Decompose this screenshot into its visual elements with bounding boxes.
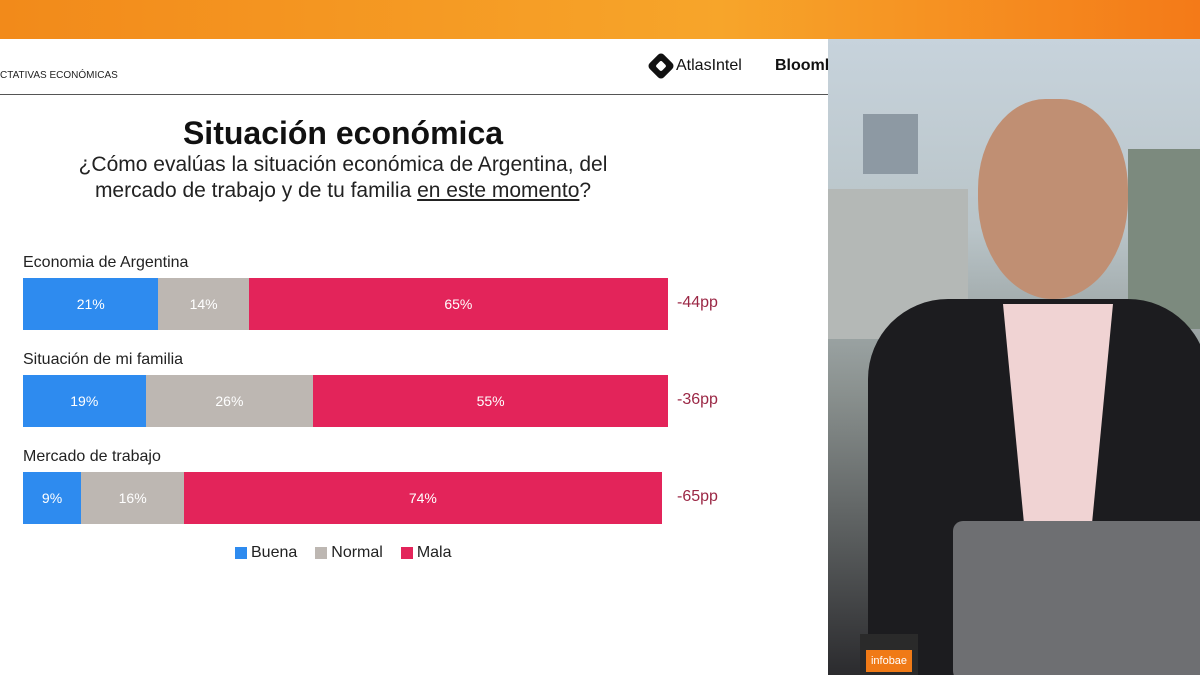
net-label: -65pp <box>677 488 718 505</box>
bar-segment-normal: 26% <box>145 375 314 427</box>
net-label: -44pp <box>677 294 718 311</box>
chart-subtitle: ¿Cómo evalúas la situación económica de … <box>78 153 608 202</box>
slide: CTATIVAS ECONÓMICAS AtlasIntel Bloomberg… <box>0 39 828 675</box>
legend-item: Mala <box>400 544 452 562</box>
stacked-bar: 19% 26% 55% <box>23 375 668 427</box>
section-label: CTATIVAS ECONÓMICAS <box>0 70 118 81</box>
bar-segment-mala: 65% <box>248 278 668 330</box>
bar-segment-buena: 19% <box>23 375 146 427</box>
bar-segment-buena: 9% <box>23 472 82 524</box>
legend-label: Mala <box>416 544 452 561</box>
category-label: Mercado de trabajo <box>23 448 161 465</box>
legend-item: Buena <box>235 544 297 562</box>
atlas-logo-icon <box>646 51 676 81</box>
broadcast-top-bar <box>0 0 1200 39</box>
net-label: -36pp <box>677 391 718 408</box>
stacked-bar: 21% 14% 65% <box>23 278 668 330</box>
chart-title: Situación económica <box>182 115 504 151</box>
legend-swatch <box>400 547 413 559</box>
legend-item: Normal <box>315 544 383 562</box>
laptop <box>953 521 1200 675</box>
atlasintel-logo: AtlasIntel <box>646 51 742 81</box>
bar-segment-mala: 55% <box>313 375 668 427</box>
category-label: Economia de Argentina <box>23 254 189 271</box>
infobae-logo: infobae <box>866 650 912 672</box>
legend-swatch <box>235 547 247 559</box>
legend-swatch <box>315 547 328 559</box>
presenter-video: infobae <box>828 39 1200 675</box>
bar-segment-buena: 21% <box>23 278 159 330</box>
microphone: infobae <box>860 634 918 675</box>
presenter-head <box>978 99 1128 299</box>
bar-segment-normal: 16% <box>81 472 185 524</box>
divider <box>0 94 828 95</box>
bar-segment-normal: 14% <box>158 278 249 330</box>
bloomberg-logo: Bloomberg <box>775 57 828 74</box>
bar-segment-mala: 74% <box>184 472 662 524</box>
stacked-bar: 9% 16% 74% <box>23 472 668 524</box>
legend: Buena Normal Mala <box>235 544 452 562</box>
legend-label: Normal <box>331 544 383 561</box>
legend-label: Buena <box>251 544 298 561</box>
atlas-name: AtlasIntel <box>676 57 742 74</box>
category-label: Situación de mi familia <box>23 351 184 368</box>
